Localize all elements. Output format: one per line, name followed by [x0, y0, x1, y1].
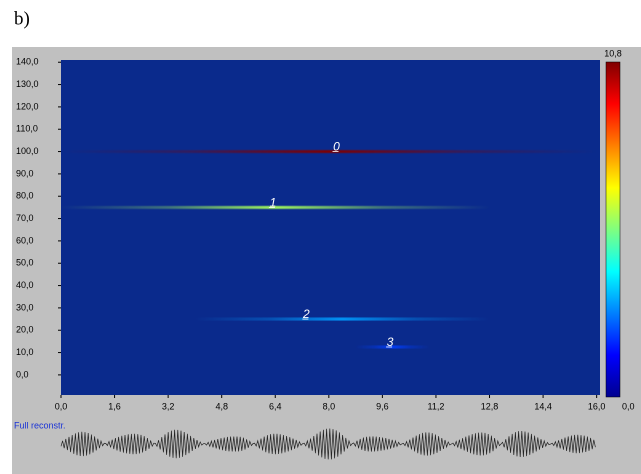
y-tick-label: 40,0: [16, 280, 34, 290]
component-marker: 1: [270, 196, 277, 210]
y-tick-label: 50,0: [16, 258, 34, 268]
y-tick-label: 60,0: [16, 235, 34, 245]
x-tick-label: 0,0: [55, 401, 68, 411]
ridge: [61, 205, 490, 209]
x-tick-label: 11,2: [428, 401, 445, 411]
y-tick-label: 110,0: [16, 124, 38, 134]
y-tick-label: 10,0: [16, 347, 34, 357]
y-tick-label: 20,0: [16, 325, 34, 335]
colorbar-min-label: 0,0: [622, 401, 635, 411]
reconstruction-label: Full reconstr.: [14, 420, 66, 430]
ridge: [61, 150, 597, 154]
colorbar: [605, 61, 621, 398]
component-marker: 3: [387, 335, 394, 349]
ridge: [194, 317, 490, 321]
y-tick-label: 70,0: [16, 213, 34, 223]
y-tick-label: 30,0: [16, 302, 34, 312]
component-marker: 2: [302, 307, 310, 321]
x-tick-label: 14,4: [534, 401, 552, 411]
x-tick-label: 4,8: [215, 401, 228, 411]
x-tick-label: 6,4: [269, 401, 282, 411]
x-tick-label: 9,6: [376, 401, 389, 411]
y-tick-label: 120,0: [16, 101, 39, 111]
x-tick-label: 8,0: [323, 401, 336, 411]
y-tick-label: 100,0: [16, 146, 39, 156]
y-tick-label: 140,0: [16, 57, 39, 67]
x-tick-label: 1,6: [108, 401, 121, 411]
x-tick-label: 12,8: [481, 401, 499, 411]
y-tick-label: 80,0: [16, 191, 34, 201]
component-marker: 0: [333, 140, 340, 154]
x-tick-label: 3,2: [162, 401, 175, 411]
plot-background: [61, 60, 600, 395]
x-tick-label: 16,0: [588, 401, 606, 411]
y-tick-label: 130,0: [16, 79, 39, 89]
panel-label: b): [14, 8, 30, 29]
colorbar-max-label: 10,8: [604, 48, 622, 58]
waveform: [60, 428, 596, 460]
ridge: [355, 345, 430, 349]
y-tick-label: 90,0: [16, 168, 34, 178]
y-tick-label: 0,0: [16, 369, 29, 379]
